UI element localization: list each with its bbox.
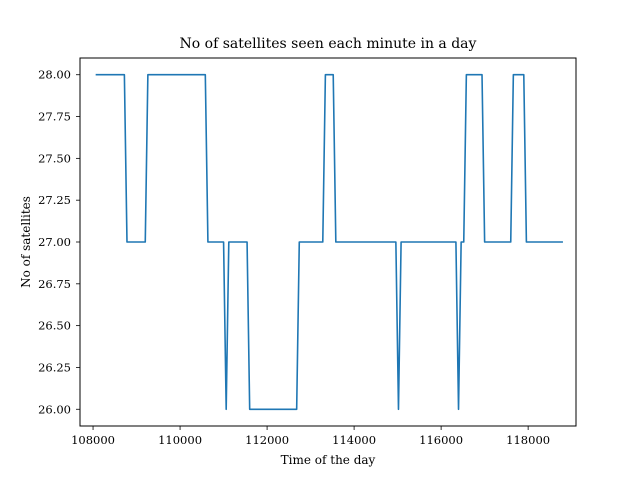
series-line-0 <box>95 73 563 411</box>
x-tick-label: 118000 <box>506 433 550 447</box>
x-axis-label: Time of the day <box>281 453 376 467</box>
x-tick-label: 112000 <box>245 433 289 447</box>
x-tick-label: 116000 <box>419 433 463 447</box>
axes-frame <box>79 57 577 427</box>
x-tick-label: 110000 <box>158 433 202 447</box>
y-tick-label: 26.50 <box>38 319 71 333</box>
x-tick-label: 108000 <box>71 433 115 447</box>
y-tick-label: 27.00 <box>38 235 71 249</box>
y-tick-label: 26.00 <box>38 402 71 416</box>
y-tick-label: 27.75 <box>38 110 71 124</box>
y-tick-label: 27.50 <box>38 151 71 165</box>
x-axis-ticks: 108000 110000 112000 114000 116000 118000 <box>71 426 550 447</box>
y-tick-label: 26.75 <box>38 277 71 291</box>
y-axis-label: No of satellites <box>19 196 33 288</box>
plot-area <box>95 73 563 411</box>
y-tick-label: 26.25 <box>38 360 71 374</box>
x-tick-label: 114000 <box>332 433 376 447</box>
y-tick-label: 27.25 <box>38 193 71 207</box>
chart-title: No of satellites seen each minute in a d… <box>180 36 477 52</box>
y-axis-ticks: 26.00 26.25 26.50 26.75 27.00 27.25 27.50 27.75… <box>38 68 80 416</box>
y-tick-label: 28.00 <box>38 68 71 82</box>
